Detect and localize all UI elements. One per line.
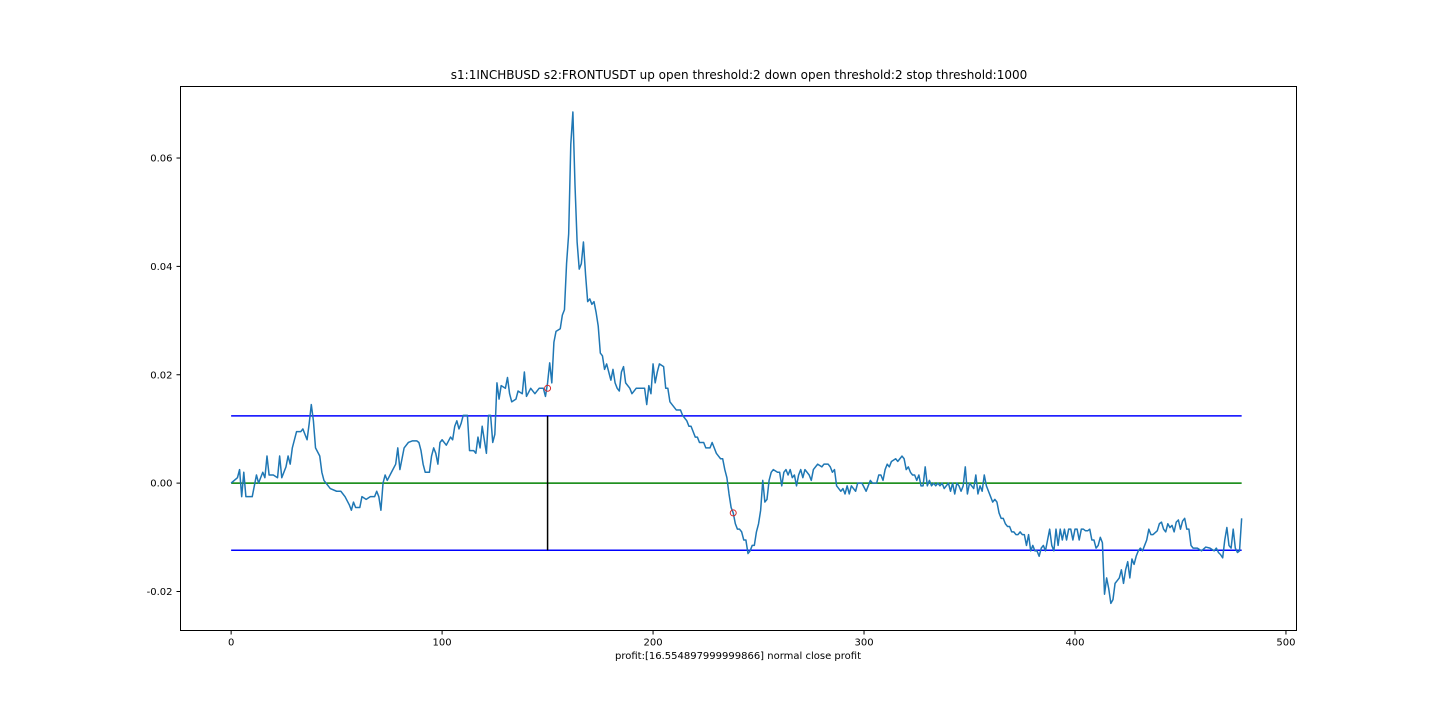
series-line-0 (230, 111, 1243, 605)
x-tick-label-5: 500 (1276, 638, 1295, 649)
plot-area (230, 111, 1243, 605)
y-tick-label-0: -0.02 (147, 587, 173, 598)
x-axis-label: profit:[16.554897999999866] normal close… (615, 651, 861, 662)
x-axis: 0 100 200 300 400 500 (228, 630, 1295, 649)
x-tick-label-3: 300 (854, 638, 873, 649)
axes-frame (180, 86, 1297, 631)
marker-0 (544, 384, 552, 392)
y-axis: -0.02 0.00 0.02 0.04 0.06 (147, 154, 181, 598)
x-tick-label-2: 200 (644, 638, 663, 649)
x-tick-label-0: 0 (228, 638, 234, 649)
y-tick-label-1: 0.00 (150, 479, 172, 490)
marker-1 (729, 509, 737, 517)
x-tick-label-4: 400 (1065, 638, 1084, 649)
chart-title: s1:1INCHBUSD s2:FRONTUSDT up open thresh… (451, 68, 1027, 82)
y-tick-label-2: 0.02 (150, 370, 172, 381)
y-tick-label-3: 0.04 (150, 262, 172, 273)
x-tick-label-1: 100 (433, 638, 452, 649)
y-tick-label-4: 0.06 (150, 154, 172, 165)
